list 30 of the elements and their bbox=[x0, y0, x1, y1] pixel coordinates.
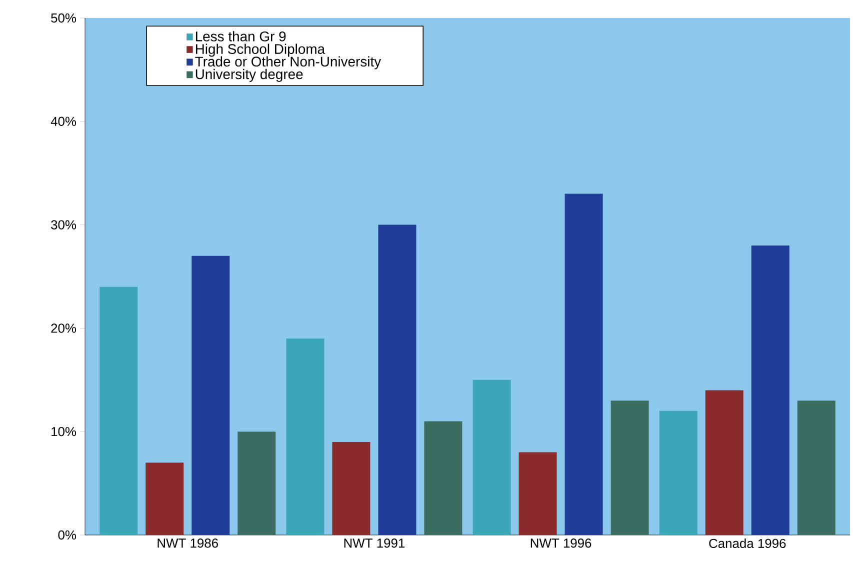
bar bbox=[378, 224, 416, 535]
bar bbox=[610, 400, 649, 535]
x-tick-label: NWT 1986 bbox=[158, 538, 218, 548]
legend-label: University degree bbox=[196, 68, 303, 82]
y-tick-label: 30% bbox=[51, 220, 76, 230]
bar bbox=[146, 462, 184, 535]
bar bbox=[751, 245, 790, 535]
bar bbox=[238, 432, 276, 535]
bar bbox=[472, 380, 511, 535]
bar bbox=[518, 452, 557, 535]
y-tick-label: 20% bbox=[51, 324, 76, 333]
y-tick-label: 50% bbox=[51, 13, 76, 23]
bar bbox=[192, 256, 230, 535]
y-tick-label: 10% bbox=[52, 427, 76, 436]
y-tick-label: 0% bbox=[58, 530, 76, 540]
bar bbox=[100, 286, 138, 535]
legend-label: Trade or Other Non-University bbox=[195, 56, 382, 70]
y-tick-label: 40% bbox=[50, 116, 76, 126]
bar bbox=[659, 410, 698, 535]
x-tick-label: NWT 1996 bbox=[530, 538, 592, 548]
bar bbox=[705, 390, 744, 535]
x-tick-label: Canada 1996 bbox=[709, 538, 786, 548]
legend-label: Less than Gr 9 bbox=[196, 31, 286, 42]
bar bbox=[424, 421, 462, 535]
x-tick-label: NWT 1991 bbox=[344, 538, 405, 548]
bar bbox=[564, 194, 603, 535]
legend-label: High School Diploma bbox=[196, 44, 326, 57]
bar bbox=[797, 400, 836, 535]
bar bbox=[286, 338, 324, 535]
bar bbox=[332, 442, 370, 535]
